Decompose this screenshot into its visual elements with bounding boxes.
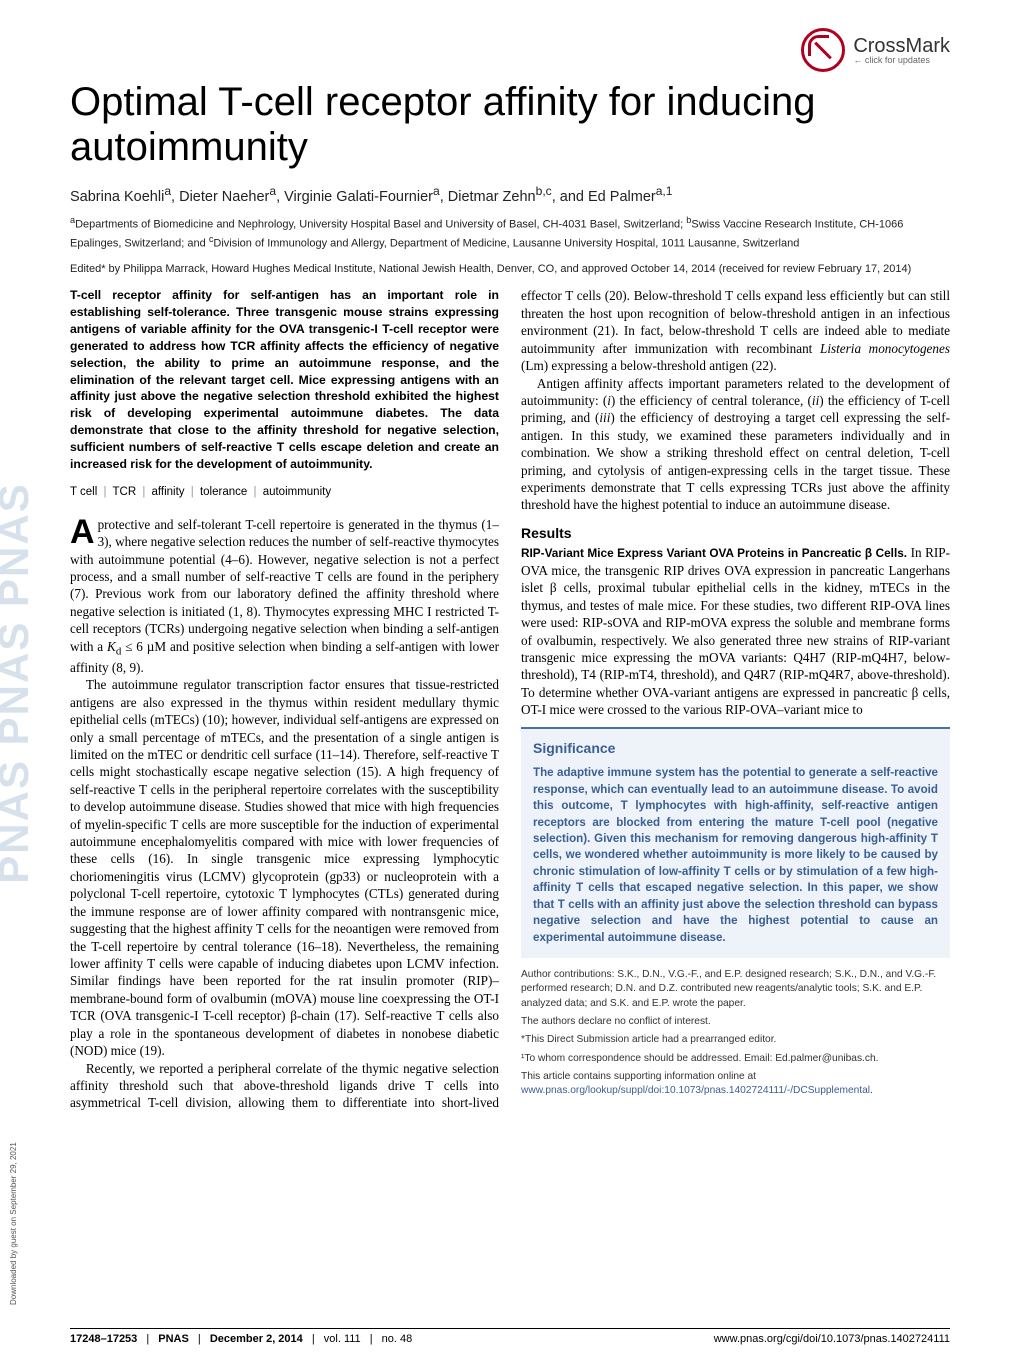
affiliations: aDepartments of Biomedicine and Nephrolo… bbox=[70, 214, 950, 251]
article-footnotes: Author contributions: S.K., D.N., V.G.-F… bbox=[521, 968, 950, 1098]
page-footer-bar: 17248–17253 | PNAS | December 2, 2014 | … bbox=[70, 1328, 950, 1345]
results-heading: Results bbox=[521, 524, 950, 542]
significance-box: Significance The adaptive immune system … bbox=[521, 727, 950, 958]
keywords: T cell | TCR | affinity | tolerance | au… bbox=[70, 485, 499, 500]
crossmark-label: CrossMark bbox=[853, 36, 950, 56]
author-list: Sabrina Koehlia, Dieter Naehera, Virgini… bbox=[70, 184, 950, 205]
page-container: CrossMark click for updates Optimal T-ce… bbox=[0, 0, 1020, 1137]
abstract: T-cell receptor affinity for self-antige… bbox=[70, 287, 499, 472]
dropcap: A bbox=[70, 516, 98, 547]
crossmark-badge[interactable]: CrossMark click for updates bbox=[801, 28, 950, 72]
footnote-coi: The authors declare no conflict of inter… bbox=[521, 1015, 950, 1029]
significance-heading: Significance bbox=[533, 739, 938, 757]
crossmark-subtext: click for updates bbox=[853, 56, 950, 65]
results-paragraph: RIP-Variant Mice Express Variant OVA Pro… bbox=[521, 544, 950, 718]
footnote-editor: *This Direct Submission article had a pr… bbox=[521, 1033, 950, 1047]
crossmark-icon bbox=[801, 28, 845, 72]
footnote-corresponding: ¹To whom correspondence should be addres… bbox=[521, 1052, 950, 1066]
results-subheading: RIP-Variant Mice Express Variant OVA Pro… bbox=[521, 546, 907, 560]
body-paragraph-4: Antigen affinity affects important param… bbox=[521, 375, 950, 514]
footer-right-doi[interactable]: www.pnas.org/cgi/doi/10.1073/pnas.140272… bbox=[714, 1333, 950, 1345]
body-paragraph-2: The autoimmune regulator transcription f… bbox=[70, 676, 499, 1059]
supporting-info-link[interactable]: www.pnas.org/lookup/suppl/doi:10.1073/pn… bbox=[521, 1085, 870, 1096]
two-column-body: T-cell receptor affinity for self-antige… bbox=[70, 287, 950, 1111]
body-paragraph-1: A protective and self-tolerant T-cell re… bbox=[70, 516, 499, 677]
footer-left: 17248–17253 | PNAS | December 2, 2014 | … bbox=[70, 1333, 412, 1345]
edited-by-line: Edited* by Philippa Marrack, Howard Hugh… bbox=[70, 263, 950, 275]
footnote-contributions: Author contributions: S.K., D.N., V.G.-F… bbox=[521, 968, 950, 1011]
footnote-supporting-info: This article contains supporting informa… bbox=[521, 1070, 950, 1099]
significance-text: The adaptive immune system has the poten… bbox=[533, 765, 938, 946]
download-attribution: Downloaded by guest on September 29, 202… bbox=[9, 1142, 18, 1305]
journal-watermark: PNAS PNAS PNAS bbox=[0, 482, 38, 883]
article-title: Optimal T-cell receptor affinity for ind… bbox=[70, 80, 950, 170]
